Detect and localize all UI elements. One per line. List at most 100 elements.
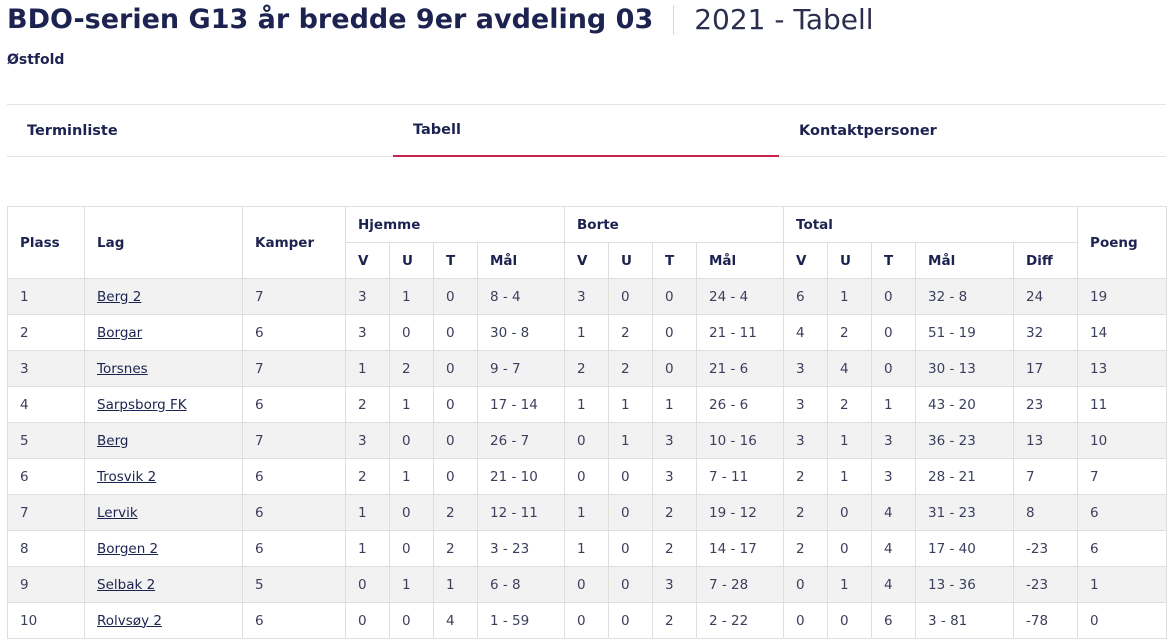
cell-borte-maal: 7 - 11 <box>695 458 785 495</box>
cell-hjemme-v: 3 <box>345 314 390 351</box>
cell-diff: 7 <box>1013 458 1079 495</box>
cell-total-maal: 51 - 19 <box>915 314 1015 351</box>
tab-bar: Terminliste Tabell Kontaktpersoner <box>7 104 1166 157</box>
cell-borte-v: 1 <box>564 494 609 531</box>
cell-total-v: 0 <box>783 566 829 603</box>
cell-borte-maal: 21 - 11 <box>695 314 785 351</box>
cell-borte-t: 3 <box>652 422 697 459</box>
cell-borte-u: 2 <box>608 350 653 387</box>
col-poeng: Poeng <box>1077 206 1167 279</box>
cell-hjemme-u: 1 <box>389 278 434 315</box>
cell-total-v: 3 <box>783 350 829 387</box>
cell-plass: 8 <box>7 530 85 567</box>
cell-total-u: 1 <box>827 422 873 459</box>
cell-hjemme-maal: 12 - 11 <box>477 494 565 531</box>
cell-total-maal: 3 - 81 <box>915 602 1015 639</box>
cell-borte-maal: 24 - 4 <box>695 278 785 315</box>
cell-poeng: 10 <box>1077 422 1167 459</box>
cell-diff: -23 <box>1013 530 1079 567</box>
cell-hjemme-u: 1 <box>389 458 434 495</box>
col-hjemme-maal: Mål <box>477 242 565 279</box>
cell-kamper: 7 <box>242 422 346 459</box>
cell-hjemme-maal: 17 - 14 <box>477 386 565 423</box>
cell-kamper: 7 <box>242 350 346 387</box>
cell-borte-v: 2 <box>564 350 609 387</box>
team-link[interactable]: Berg <box>97 432 129 449</box>
cell-plass: 10 <box>7 602 85 639</box>
cell-total-t: 0 <box>871 314 917 351</box>
cell-borte-v: 1 <box>564 386 609 423</box>
team-link[interactable]: Sarpsborg FK <box>97 396 187 413</box>
cell-borte-u: 1 <box>608 386 653 423</box>
cell-kamper: 6 <box>242 386 346 423</box>
col-lag: Lag <box>84 206 243 279</box>
col-total-t: T <box>871 242 917 279</box>
cell-hjemme-u: 0 <box>389 602 434 639</box>
cell-hjemme-maal: 21 - 10 <box>477 458 565 495</box>
col-total-u: U <box>827 242 873 279</box>
standings-table: Plass Lag Kamper Hjemme Borte Total Poen… <box>7 206 1167 639</box>
tab-tabell[interactable]: Tabell <box>393 105 779 157</box>
cell-borte-v: 0 <box>564 422 609 459</box>
cell-diff: 23 <box>1013 386 1079 423</box>
cell-hjemme-maal: 26 - 7 <box>477 422 565 459</box>
cell-borte-t: 2 <box>652 602 697 639</box>
cell-hjemme-t: 0 <box>433 350 478 387</box>
cell-borte-t: 0 <box>652 350 697 387</box>
cell-borte-maal: 14 - 17 <box>695 530 785 567</box>
cell-total-maal: 17 - 40 <box>915 530 1015 567</box>
cell-hjemme-u: 0 <box>389 530 434 567</box>
tab-terminliste[interactable]: Terminliste <box>27 122 118 139</box>
cell-diff: 32 <box>1013 314 1079 351</box>
cell-poeng: 1 <box>1077 566 1167 603</box>
cell-hjemme-v: 3 <box>345 422 390 459</box>
col-borte-t: T <box>652 242 697 279</box>
tab-kontaktpersoner[interactable]: Kontaktpersoner <box>799 122 937 139</box>
cell-hjemme-maal: 1 - 59 <box>477 602 565 639</box>
season-label: 2021 - Tabell <box>694 3 874 36</box>
cell-hjemme-v: 2 <box>345 458 390 495</box>
group-borte: Borte <box>563 206 785 243</box>
team-link[interactable]: Selbak 2 <box>97 576 156 593</box>
cell-poeng: 6 <box>1077 494 1167 531</box>
col-kamper: Kamper <box>242 206 346 279</box>
cell-total-maal: 43 - 20 <box>915 386 1015 423</box>
team-link[interactable]: Torsnes <box>97 360 148 377</box>
group-hjemme: Hjemme <box>345 206 565 243</box>
cell-diff: -23 <box>1013 566 1079 603</box>
cell-hjemme-u: 0 <box>389 494 434 531</box>
cell-total-t: 0 <box>871 350 917 387</box>
team-link[interactable]: Borgen 2 <box>97 540 159 557</box>
col-hjemme-t: T <box>433 242 478 279</box>
cell-diff: 8 <box>1013 494 1079 531</box>
cell-hjemme-t: 0 <box>433 386 478 423</box>
cell-borte-t: 1 <box>652 386 697 423</box>
table-row: 4 Sarpsborg FK 6 2 1 0 17 - 14 1 1 1 26 - 6 3 2 1 43 -… <box>7 386 1167 423</box>
cell-lag: Torsnes <box>84 350 243 387</box>
team-link[interactable]: Borgar <box>97 324 143 341</box>
cell-lag: Trosvik 2 <box>84 458 243 495</box>
team-link[interactable]: Berg 2 <box>97 288 142 305</box>
cell-borte-u: 0 <box>608 494 653 531</box>
cell-total-maal: 30 - 13 <box>915 350 1015 387</box>
cell-hjemme-maal: 6 - 8 <box>477 566 565 603</box>
cell-hjemme-t: 1 <box>433 566 478 603</box>
cell-lag: Berg <box>84 422 243 459</box>
cell-hjemme-u: 2 <box>389 350 434 387</box>
team-link[interactable]: Trosvik 2 <box>97 468 157 485</box>
team-link[interactable]: Lervik <box>97 504 138 521</box>
cell-hjemme-u: 0 <box>389 422 434 459</box>
cell-kamper: 6 <box>242 530 346 567</box>
cell-total-t: 1 <box>871 386 917 423</box>
cell-total-maal: 28 - 21 <box>915 458 1015 495</box>
cell-total-maal: 13 - 36 <box>915 566 1015 603</box>
cell-total-u: 0 <box>827 494 873 531</box>
cell-borte-maal: 7 - 28 <box>695 566 785 603</box>
cell-kamper: 6 <box>242 494 346 531</box>
cell-borte-u: 0 <box>608 458 653 495</box>
cell-diff: 24 <box>1013 278 1079 315</box>
cell-borte-v: 0 <box>564 602 609 639</box>
cell-total-t: 0 <box>871 278 917 315</box>
team-link[interactable]: Rolvsøy 2 <box>97 612 162 629</box>
